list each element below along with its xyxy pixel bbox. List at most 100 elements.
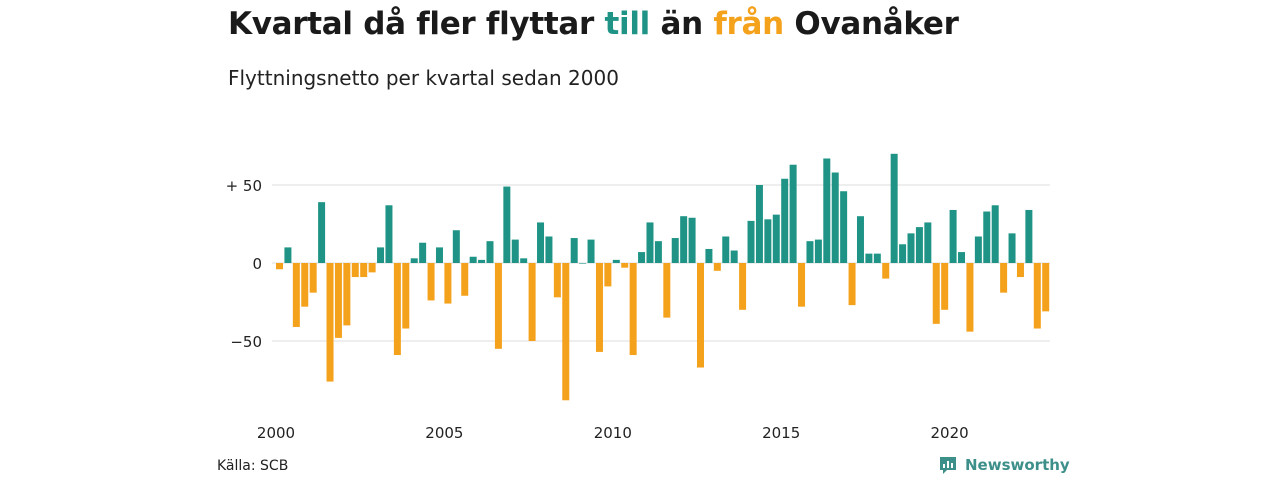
bar bbox=[334, 263, 342, 338]
brand-name: Newsworthy bbox=[965, 456, 1070, 474]
bar bbox=[587, 239, 595, 263]
x-tick-label: 2000 bbox=[257, 424, 295, 442]
bar bbox=[309, 263, 317, 293]
bar bbox=[755, 185, 763, 263]
bar bbox=[570, 238, 578, 263]
x-axis-ticks: 2000 2005 2010 2015 2020 bbox=[257, 424, 969, 442]
bar bbox=[469, 256, 477, 263]
bar bbox=[747, 220, 755, 263]
bar bbox=[595, 263, 603, 352]
chart-subtitle: Flyttningsnetto per kvartal sedan 2000 bbox=[228, 66, 619, 90]
bar bbox=[814, 239, 822, 263]
bar bbox=[739, 263, 747, 310]
title-part-3: än bbox=[649, 6, 714, 42]
bar bbox=[958, 252, 966, 263]
bar bbox=[528, 263, 536, 341]
bar bbox=[932, 263, 940, 324]
bar bbox=[890, 153, 898, 263]
bar bbox=[823, 158, 831, 263]
chart-title: Kvartal då fler flyttar till än från Ova… bbox=[228, 6, 959, 42]
bar bbox=[410, 258, 418, 263]
bar bbox=[621, 263, 629, 268]
bar bbox=[292, 263, 300, 327]
bar bbox=[1025, 209, 1033, 263]
bar bbox=[991, 205, 999, 263]
bar bbox=[831, 172, 839, 263]
y-tick-label: −50 bbox=[230, 333, 262, 351]
newsworthy-logo-icon bbox=[940, 457, 956, 474]
bar bbox=[730, 250, 738, 263]
bar bbox=[511, 239, 519, 263]
bar bbox=[326, 263, 334, 382]
bar bbox=[1033, 263, 1041, 329]
bar bbox=[478, 259, 486, 263]
bar bbox=[461, 263, 469, 296]
bar bbox=[983, 211, 991, 263]
bar bbox=[419, 242, 427, 263]
bar bbox=[899, 244, 907, 263]
bar bbox=[444, 263, 452, 304]
bar bbox=[646, 222, 654, 263]
x-tick-label: 2020 bbox=[931, 424, 969, 442]
bar bbox=[966, 263, 974, 332]
y-axis-ticks: + 50 0 −50 bbox=[226, 177, 262, 351]
bar bbox=[402, 263, 410, 329]
y-tick-label: + 50 bbox=[226, 177, 262, 195]
bar bbox=[722, 236, 730, 263]
bar bbox=[848, 263, 856, 306]
bar bbox=[553, 263, 561, 298]
bar bbox=[697, 263, 704, 368]
bar bbox=[856, 216, 864, 263]
bar bbox=[873, 253, 881, 263]
bar bbox=[435, 247, 443, 263]
bar bbox=[865, 253, 873, 263]
bar bbox=[360, 263, 368, 278]
bar bbox=[427, 263, 435, 301]
bar bbox=[1000, 263, 1008, 293]
title-highlight-in: till bbox=[604, 6, 650, 42]
title-part-1: Kvartal då fler flyttar bbox=[228, 6, 605, 42]
title-highlight-out: från bbox=[713, 6, 784, 42]
bar bbox=[688, 217, 696, 263]
bar bbox=[789, 164, 797, 263]
x-tick-label: 2010 bbox=[594, 424, 632, 442]
bar bbox=[494, 263, 502, 349]
bar bbox=[377, 247, 385, 263]
bar bbox=[882, 263, 890, 279]
bar bbox=[915, 227, 923, 263]
bar bbox=[276, 263, 283, 270]
bar bbox=[1042, 263, 1050, 312]
bar bbox=[537, 222, 545, 263]
title-part-5: Ovanåker bbox=[783, 6, 959, 42]
bar bbox=[654, 241, 662, 263]
bars bbox=[276, 153, 1050, 401]
bar bbox=[705, 248, 713, 263]
bar bbox=[974, 236, 982, 263]
bar bbox=[545, 236, 553, 263]
bar bbox=[604, 263, 612, 287]
bar bbox=[781, 178, 789, 263]
bar bbox=[941, 263, 949, 310]
y-tick-label: 0 bbox=[252, 255, 262, 273]
bar bbox=[1008, 233, 1016, 263]
brand-logo[interactable]: Newsworthy bbox=[938, 455, 1070, 475]
x-tick-label: 2015 bbox=[762, 424, 800, 442]
bar bbox=[663, 263, 671, 318]
bar bbox=[562, 263, 570, 401]
bar bbox=[393, 263, 401, 356]
bar bbox=[949, 209, 957, 263]
bar bbox=[772, 214, 780, 263]
bar bbox=[301, 263, 309, 307]
bar bbox=[629, 263, 637, 356]
bar bbox=[486, 241, 494, 263]
bar bbox=[343, 263, 351, 326]
bar bbox=[680, 216, 688, 263]
bar bbox=[503, 186, 511, 263]
bar bbox=[840, 191, 848, 263]
bar bbox=[351, 263, 359, 278]
bar bbox=[520, 258, 528, 263]
bar bbox=[806, 241, 814, 263]
bar bbox=[579, 263, 587, 264]
bar bbox=[713, 263, 721, 271]
